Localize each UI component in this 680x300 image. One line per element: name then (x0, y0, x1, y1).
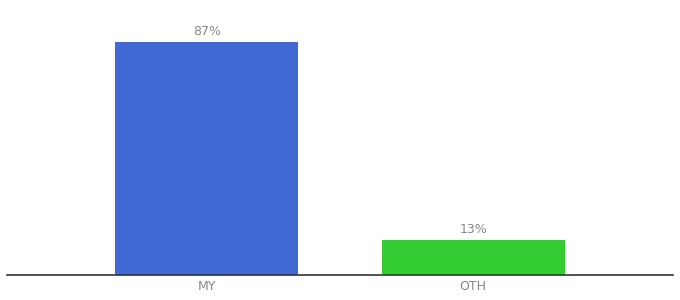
Bar (381, 240, 565, 274)
Text: 87%: 87% (192, 25, 221, 38)
Bar (115, 42, 299, 274)
Text: 13%: 13% (460, 223, 487, 236)
